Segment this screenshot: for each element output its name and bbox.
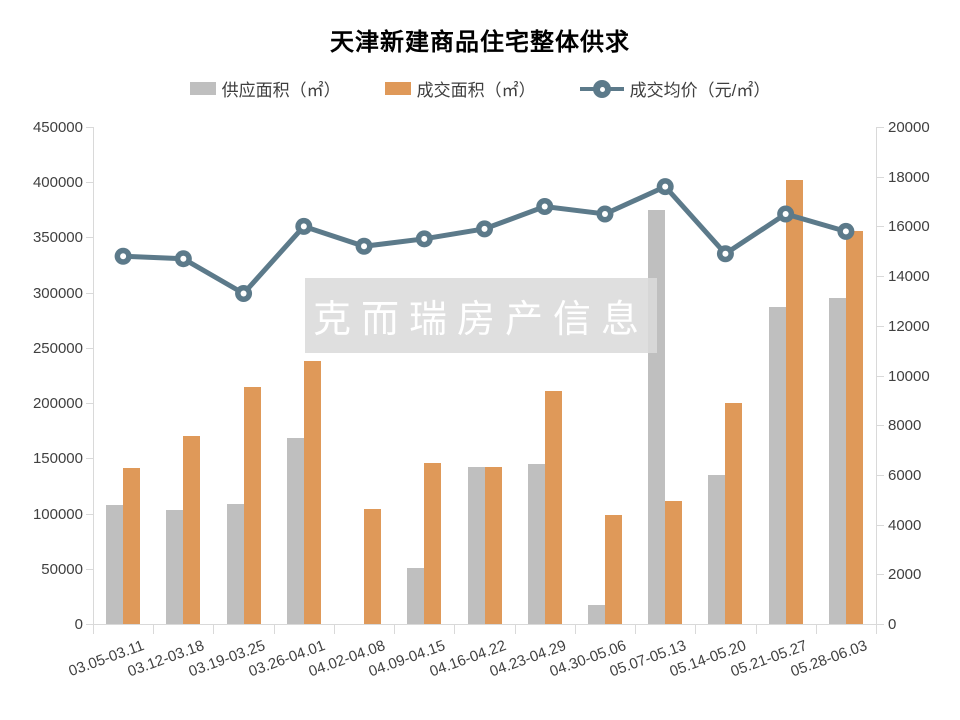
x-axis-tick [695, 625, 697, 634]
x-axis-tick [93, 625, 94, 634]
legend-label-transaction: 成交面积（㎡） [416, 81, 536, 100]
right-axis-tick-label: 4000 [888, 516, 922, 534]
x-axis-tick [815, 625, 817, 634]
x-axis-tick [755, 625, 757, 634]
x-axis-tick [574, 625, 576, 634]
bar-supply [587, 605, 605, 624]
right-axis-tick [877, 325, 884, 327]
left-axis-tick [86, 403, 93, 405]
legend-label-supply: 供应面积（㎡） [221, 81, 341, 100]
x-axis-tick [876, 625, 877, 634]
bar-supply [407, 567, 425, 624]
right-axis-tick-label: 10000 [888, 367, 930, 385]
x-axis-tick [635, 625, 637, 634]
right-axis-tick [877, 127, 884, 128]
bar-supply [166, 510, 184, 624]
right-axis-tick-label: 6000 [888, 466, 922, 484]
left-axis-tick-label: 250000 [32, 339, 83, 357]
transaction-series-swatch [384, 82, 411, 95]
bar-transaction [243, 386, 261, 624]
legend-item-transaction: 成交面积（㎡） [384, 76, 536, 101]
bar-transaction [424, 462, 442, 624]
left-axis-tick-label: 350000 [32, 229, 83, 247]
bar-supply [648, 209, 666, 624]
right-axis-tick [877, 474, 884, 476]
bar-transaction [364, 509, 382, 624]
right-axis-tick-label: 8000 [888, 417, 922, 435]
chart-title: 天津新建商品住宅整体供求 [330, 29, 630, 56]
right-axis-tick-label: 20000 [888, 119, 930, 136]
left-axis-line [93, 127, 94, 624]
left-axis-tick [86, 182, 93, 184]
left-axis-tick [86, 513, 93, 515]
legend: 供应面积（㎡） 成交面积（㎡） 成交均价（元/㎡） [0, 76, 960, 101]
bar-supply [708, 474, 726, 624]
right-axis-tick [877, 425, 884, 427]
x-axis-tick [333, 625, 335, 634]
left-axis-tick-label: 200000 [32, 395, 83, 413]
x-axis-tick [394, 625, 396, 634]
bar-transaction [845, 230, 863, 624]
right-axis-line [876, 127, 877, 624]
bar-transaction [785, 180, 803, 624]
x-axis-line [93, 624, 877, 625]
x-axis-tick [153, 625, 155, 634]
left-axis-tick-label: 300000 [32, 284, 83, 302]
right-axis-tick [877, 176, 884, 178]
bar-supply [527, 463, 545, 624]
left-axis-tick-label: 50000 [41, 560, 83, 578]
x-axis-tick [213, 625, 215, 634]
left-axis-tick-label: 400000 [32, 174, 83, 192]
left-axis-tick-label: 450000 [32, 119, 83, 136]
right-axis-tick [877, 524, 884, 526]
bar-supply [286, 438, 304, 624]
left-axis-tick-label: 0 [74, 616, 83, 633]
left-axis-tick [86, 292, 93, 294]
left-axis-tick [86, 568, 93, 570]
left-axis-tick [86, 624, 93, 625]
left-axis-tick [86, 237, 93, 239]
legend-item-price: 成交均价（元/㎡） [579, 76, 771, 101]
bar-supply [828, 298, 846, 624]
bar-supply [106, 504, 124, 624]
right-axis-tick-label: 16000 [888, 218, 930, 236]
bar-supply [467, 466, 485, 624]
x-axis-tick [514, 625, 516, 634]
bar-transaction [183, 436, 201, 624]
bar-transaction [544, 390, 562, 624]
right-axis-tick-label: 12000 [888, 317, 930, 335]
bar-transaction [725, 403, 743, 624]
right-axis-tick [877, 624, 884, 625]
x-axis-tick [454, 625, 456, 634]
bar-transaction [665, 501, 683, 624]
left-axis-tick-label: 100000 [32, 505, 83, 523]
supply-series-swatch [189, 82, 216, 95]
left-axis-tick [86, 347, 93, 349]
bar-transaction [123, 468, 141, 624]
right-axis-tick [877, 375, 884, 377]
bar-supply [226, 504, 244, 624]
price-line-marker-icon [579, 79, 624, 98]
right-axis-tick [877, 276, 884, 278]
legend-item-supply: 供应面积（㎡） [189, 76, 341, 101]
bar-supply [768, 307, 786, 624]
bar-transaction [604, 514, 622, 624]
right-axis-tick [877, 574, 884, 576]
watermark: 克而瑞房产信息 [305, 278, 657, 353]
right-axis-tick-label: 2000 [888, 566, 922, 584]
bar-transaction [303, 361, 321, 624]
left-axis-tick-label: 150000 [32, 450, 83, 468]
right-axis-tick-label: 0 [888, 616, 897, 633]
left-axis-tick [86, 458, 93, 460]
right-axis-tick-label: 14000 [888, 268, 930, 286]
left-axis-tick [86, 127, 93, 128]
bar-transaction [484, 467, 502, 624]
x-axis-tick [273, 625, 275, 634]
right-axis-tick [877, 226, 884, 228]
right-axis-tick-label: 18000 [888, 168, 930, 186]
legend-label-price: 成交均价（元/㎡） [629, 81, 771, 100]
